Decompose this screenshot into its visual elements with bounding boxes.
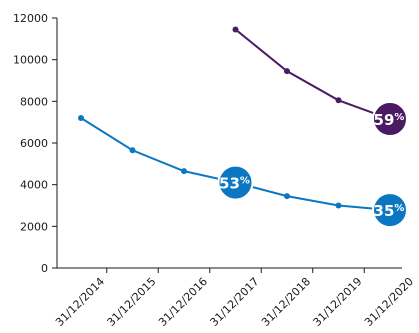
data-point (232, 26, 239, 33)
data-point (78, 115, 84, 121)
y-tick-label: 10000 (13, 54, 48, 67)
chart-axes: 02000400060008000100001200031/12/201431/… (13, 12, 416, 329)
badge-label: 59% (374, 111, 405, 129)
badge-circle (372, 192, 408, 229)
badge-circle (217, 164, 254, 201)
badge-label: 35% (374, 202, 405, 220)
badge-circle (372, 101, 408, 138)
data-point (129, 147, 136, 154)
x-tick-label: 31/12/2020 (362, 275, 416, 329)
data-point (335, 97, 342, 104)
badge-label: 53% (219, 175, 250, 193)
chart-annotations: 53% 35% 59% (217, 101, 408, 229)
data-point (335, 202, 342, 209)
x-tick-label: 31/12/2014 (53, 275, 107, 329)
x-tick-label: 31/12/2016 (156, 275, 210, 329)
x-tick-label: 31/12/2018 (259, 275, 313, 329)
y-tick-label: 8000 (20, 95, 48, 108)
percentage-badge: 35% (372, 192, 408, 229)
y-tick-label: 0 (41, 262, 48, 275)
data-point (181, 168, 187, 175)
y-tick-label: 12000 (13, 12, 48, 25)
data-point (284, 68, 290, 75)
x-tick-label: 31/12/2015 (105, 275, 159, 329)
percentage-badge: 59% (372, 101, 408, 138)
y-tick-label: 6000 (20, 137, 48, 150)
x-tick-label: 31/12/2019 (311, 275, 365, 329)
percentage-badge: 53% (217, 164, 254, 201)
y-tick-label: 2000 (20, 220, 48, 233)
data-point (284, 193, 290, 200)
y-tick-label: 4000 (20, 179, 48, 192)
x-tick-label: 31/12/2017 (208, 275, 262, 329)
series-line-2 (234, 28, 391, 120)
